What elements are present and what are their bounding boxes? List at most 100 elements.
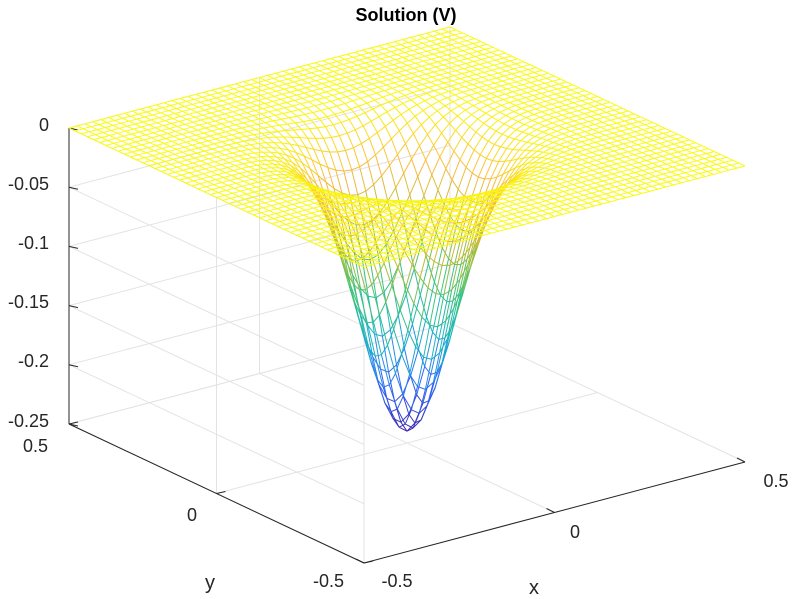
surface-mesh-edge: [421, 65, 428, 70]
surface-mesh-edge: [569, 154, 577, 158]
surface-mesh-edge: [579, 184, 588, 188]
surface-mesh-edge: [325, 211, 334, 215]
surface-mesh-edge: [686, 165, 695, 169]
surface-mesh-edge: [197, 186, 207, 190]
surface-mesh-edge: [150, 160, 158, 164]
surface-mesh-edge: [125, 148, 133, 153]
surface-mesh-edge: [290, 229, 299, 233]
surface-mesh-edge: [586, 166, 593, 171]
surface-mesh-edge: [160, 170, 168, 175]
surface-mesh-edge: [662, 153, 671, 157]
surface-mesh-edge: [226, 106, 235, 110]
surface-mesh-edge: [164, 160, 172, 165]
surface-mesh-edge: [269, 170, 278, 173]
surface-mesh-edge: [480, 81, 487, 86]
surface-mesh-edge: [225, 90, 233, 95]
surface-mesh-edge: [553, 117, 561, 121]
surface-mesh-edge: [622, 123, 631, 127]
surface-mesh-edge: [351, 169, 359, 195]
surface-mesh-edge: [398, 423, 406, 428]
surface-mesh-edge: [265, 120, 274, 124]
surface-mesh-edge: [349, 207, 356, 212]
surface-mesh-edge: [581, 98, 590, 102]
surface-mesh-edge: [438, 36, 447, 40]
surface-mesh-edge: [252, 115, 260, 120]
surface-mesh-edge: [133, 144, 143, 148]
surface-mesh-edge: [382, 96, 390, 103]
surface-mesh-edge: [278, 152, 287, 156]
surface-mesh-edge: [275, 90, 283, 95]
surface-mesh-edge: [258, 199, 266, 204]
surface-mesh-edge: [349, 66, 356, 71]
surface-mesh-edge: [368, 231, 377, 235]
surface-mesh-edge: [195, 91, 205, 95]
surface-mesh-edge: [118, 148, 127, 152]
surface-mesh-edge: [432, 234, 440, 239]
surface-mesh-edge: [418, 93, 427, 97]
surface-mesh-edge: [540, 133, 550, 139]
surface-mesh-edge: [644, 162, 653, 166]
surface-mesh-edge: [545, 159, 555, 164]
surface-mesh-edge: [608, 124, 616, 129]
surface-mesh-edge: [229, 139, 237, 144]
surface-mesh-edge: [296, 92, 305, 96]
surface-mesh-edge: [203, 91, 211, 96]
surface-mesh-edge: [602, 121, 610, 126]
surface-mesh-edge: [341, 66, 350, 70]
surface-mesh-edge: [333, 249, 342, 253]
surface-mesh-edge: [683, 136, 690, 141]
surface-mesh-edge: [383, 138, 392, 148]
surface-mesh-edge: [380, 368, 388, 399]
surface-mesh-edge: [416, 37, 425, 41]
surface-mesh-edge: [479, 108, 486, 114]
surface-mesh-edge: [427, 209, 435, 213]
surface-mesh-edge: [418, 34, 425, 39]
surface-mesh-edge: [577, 92, 584, 97]
surface-mesh-edge: [408, 83, 415, 88]
surface-mesh-edge: [532, 74, 541, 78]
surface-mesh-edge: [400, 243, 408, 247]
surface-mesh-edge: [250, 199, 259, 203]
surface-mesh-edge: [436, 222, 445, 226]
surface-mesh-edge: [520, 69, 529, 73]
surface-mesh-edge: [548, 130, 557, 135]
surface-mesh-edge: [139, 129, 148, 133]
surface-mesh-edge: [342, 84, 351, 89]
surface-mesh-edge: [492, 87, 500, 92]
surface-mesh-edge: [509, 99, 518, 103]
surface-mesh-edge: [282, 93, 289, 98]
surface-mesh-edge: [302, 162, 311, 170]
surface-mesh-edge: [392, 44, 401, 48]
surface-mesh-edge: [294, 99, 301, 105]
surface-mesh-edge: [511, 55, 518, 60]
surface-mesh-edge: [365, 261, 373, 266]
surface-mesh-edge: [575, 156, 583, 161]
surface-mesh-edge: [497, 120, 505, 125]
surface-mesh-edge: [539, 95, 548, 99]
surface-mesh-edge: [577, 110, 585, 115]
surface-mesh-edge: [441, 67, 450, 71]
surface-mesh-edge: [488, 219, 495, 224]
surface-mesh-edge: [299, 84, 307, 89]
surface-mesh-edge: [629, 185, 638, 189]
surface-mesh-edge: [688, 162, 696, 167]
surface-mesh-edge: [601, 201, 611, 205]
surface-mesh-edge: [277, 223, 287, 227]
surface-mesh-edge: [287, 216, 296, 220]
surface-mesh-edge: [489, 96, 498, 100]
surface-mesh-edge: [473, 101, 482, 107]
surface-mesh-edge: [603, 137, 612, 141]
surface-mesh-edge: [425, 212, 435, 215]
surface-mesh-edge: [545, 198, 554, 202]
surface-mesh-edge: [405, 264, 413, 287]
surface-mesh-edge: [128, 120, 136, 125]
surface-mesh-edge: [209, 135, 217, 140]
surface-mesh-edge: [516, 79, 525, 83]
z-tick-label: -0.15: [8, 292, 49, 312]
surface-mesh-edge: [521, 204, 531, 208]
surface-mesh-edge: [243, 79, 252, 83]
surface-mesh-edge: [332, 194, 341, 197]
surface-mesh-edge: [473, 136, 483, 151]
surface-mesh-edge: [647, 155, 655, 159]
surface-mesh-edge: [338, 98, 346, 104]
